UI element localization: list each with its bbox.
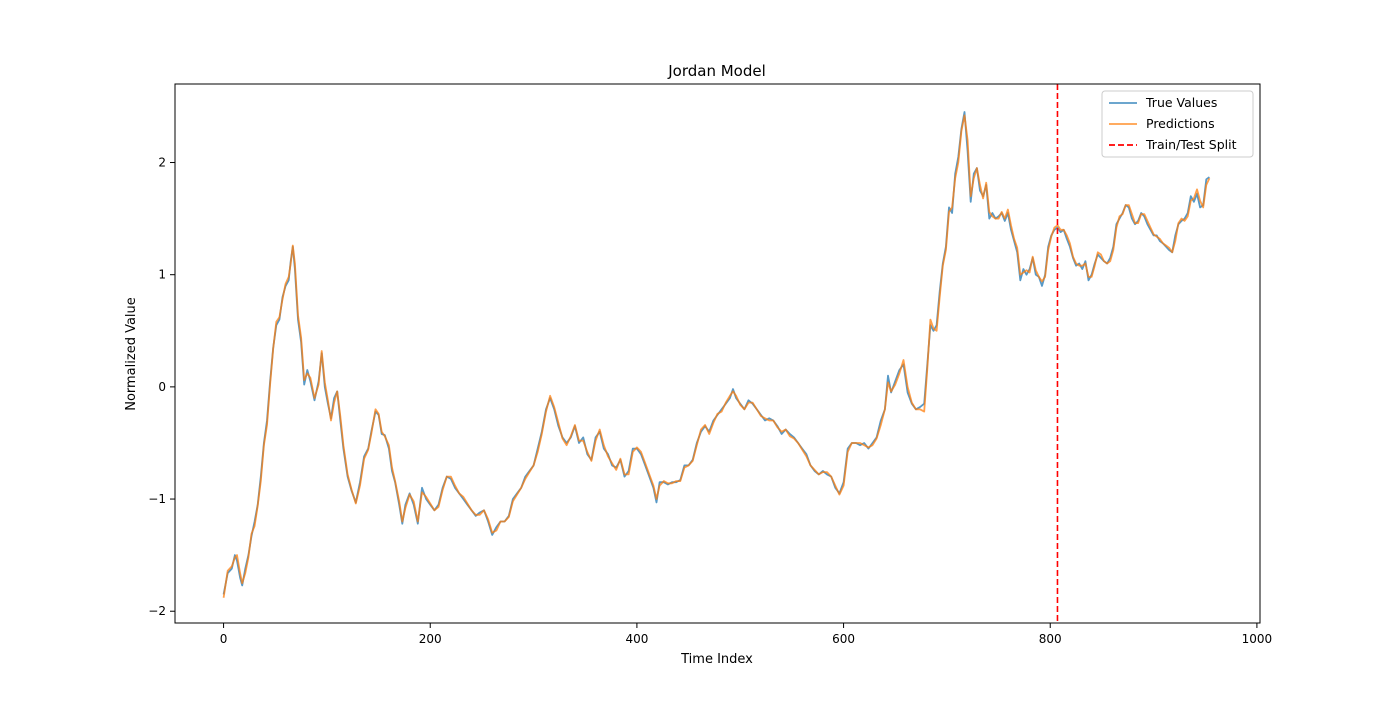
y-axis-label: Normalized Value [124,297,139,411]
y-tick-label: −1 [148,492,166,506]
x-tick-label: 200 [419,632,442,646]
plot-area [222,84,1211,623]
x-tick-label: 600 [832,632,855,646]
axes: 0 200 400 600 800 1000 −2 −1 0 1 2 [148,83,1273,646]
y-tick-label: 2 [158,156,166,170]
x-tick-label: 0 [220,632,228,646]
x-tick-label: 400 [625,632,648,646]
axes-frame [174,83,1261,624]
x-tick-label: 800 [1039,632,1062,646]
y-tick-label: 1 [158,268,166,282]
chart-title: Jordan Model [667,62,766,80]
legend-label-true-values: True Values [1145,95,1217,110]
series-line-predictions [222,114,1211,598]
legend: True Values Predictions Train/Test Split [1101,90,1254,158]
x-tick-label: 1000 [1242,632,1273,646]
y-tick-label: −2 [148,604,166,618]
legend-label-train-test-split: Train/Test Split [1145,137,1237,152]
legend-label-predictions: Predictions [1146,116,1215,131]
y-tick-label: 0 [158,380,166,394]
legend-box [1101,90,1254,158]
x-axis-label: Time Index [680,652,753,667]
